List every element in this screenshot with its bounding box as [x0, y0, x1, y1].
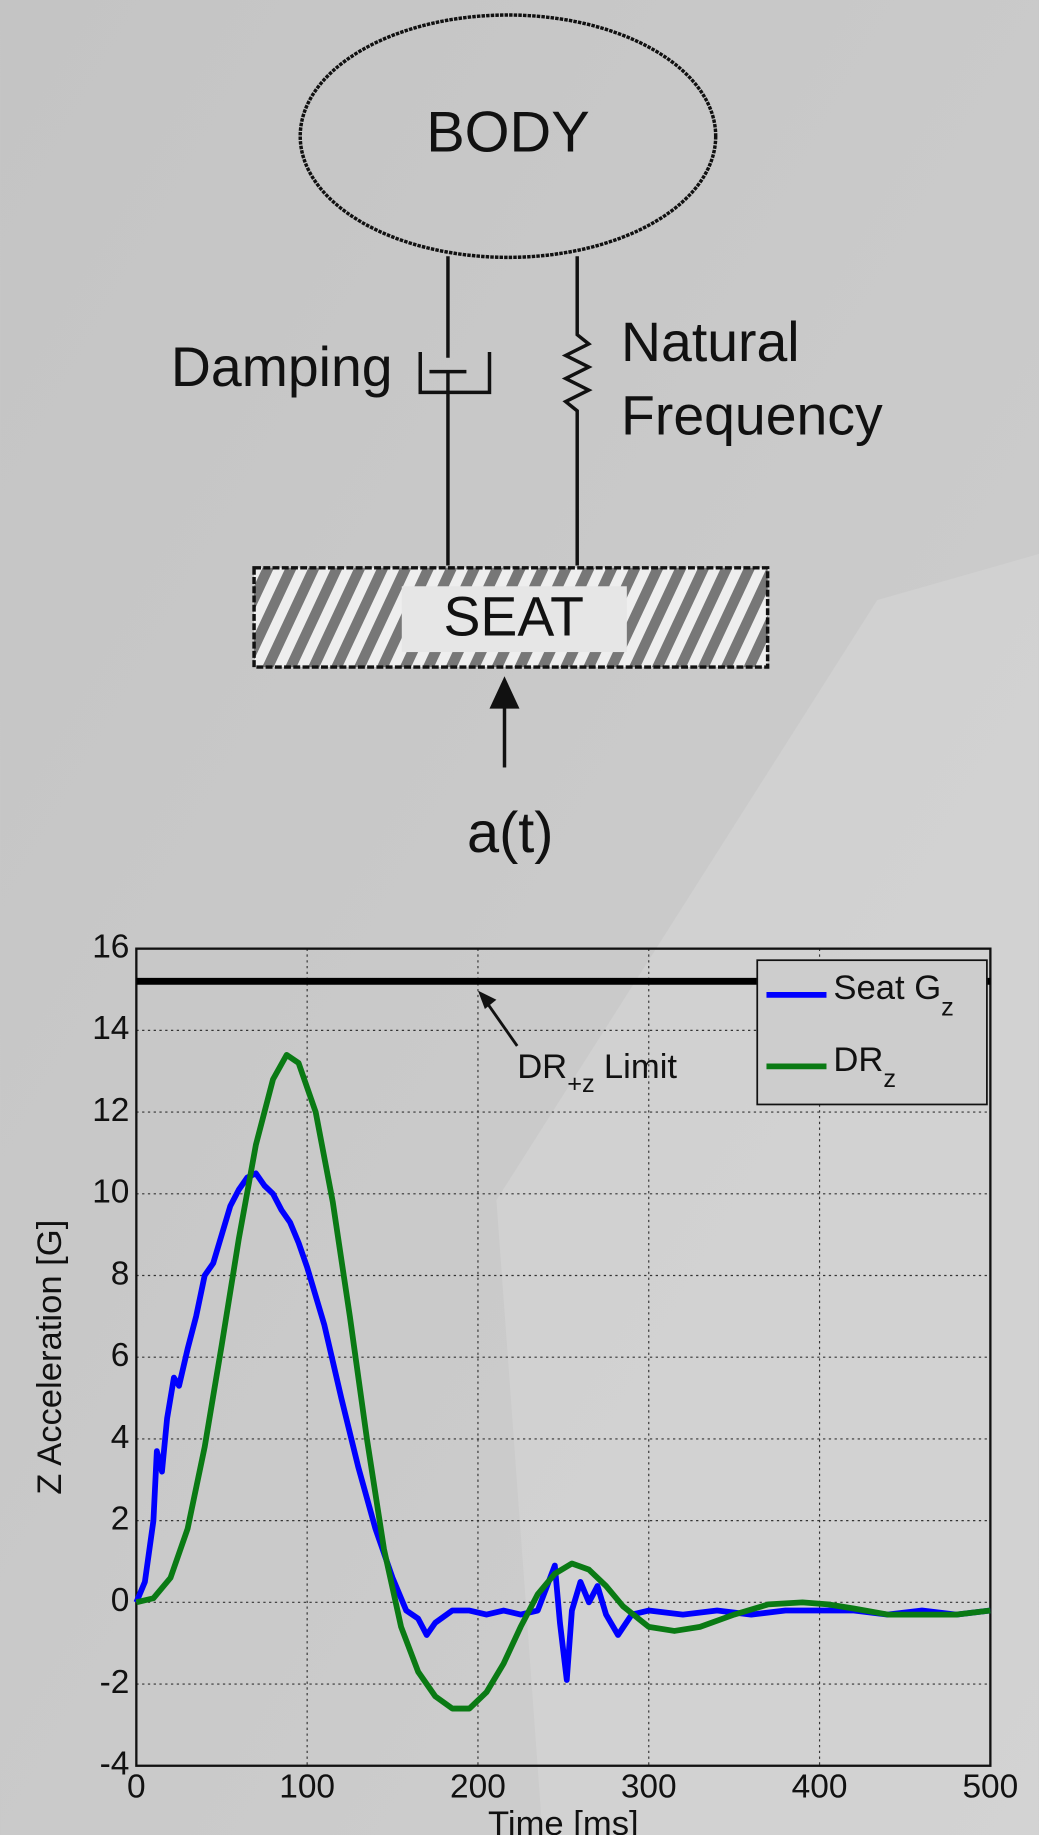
frequency-label: Frequency	[621, 385, 883, 447]
y-tick-label: 10	[92, 1174, 129, 1211]
x-tick-label: 100	[279, 1769, 335, 1806]
input-label: a(t)	[467, 801, 554, 865]
natural-label: Natural	[621, 311, 800, 373]
y-tick-label: 6	[111, 1337, 130, 1374]
x-tick-label: 300	[621, 1769, 677, 1806]
annotation-part: z	[941, 993, 954, 1021]
x-tick-label: 0	[127, 1769, 146, 1806]
y-tick-label: 4	[111, 1419, 130, 1456]
figure: BODY Damping Natural Frequency SEAT a(t)…	[0, 0, 1039, 1835]
y-tick-label: 14	[92, 1010, 129, 1047]
y-tick-label: 12	[92, 1092, 129, 1129]
annotation-part: Limit	[604, 1048, 677, 1086]
page: {"diagram": {"body": "BODY", "damping": …	[0, 0, 1039, 1835]
annotation-part: +z	[567, 1070, 595, 1098]
annotation-part: Seat G	[833, 969, 941, 1007]
y-axis-label: Z Acceleration [G]	[31, 1220, 69, 1495]
seat-label: SEAT	[443, 586, 584, 648]
x-tick-label: 500	[962, 1769, 1018, 1806]
y-tick-label: 2	[111, 1500, 130, 1537]
annotation-part: z	[883, 1065, 896, 1093]
x-tick-label: 200	[450, 1769, 506, 1806]
annotation-part: DR	[833, 1041, 883, 1079]
x-axis-label: Time [ms]	[488, 1805, 639, 1835]
y-tick-label: 16	[92, 929, 129, 966]
y-tick-label: 8	[111, 1255, 130, 1292]
body-label: BODY	[426, 100, 590, 164]
y-tick-label: 0	[111, 1582, 130, 1619]
x-tick-label: 400	[792, 1769, 848, 1806]
annotation-part: DR	[517, 1048, 567, 1086]
y-tick-label: -2	[100, 1664, 130, 1701]
damping-label: Damping	[171, 336, 393, 398]
y-tick-label: -4	[100, 1746, 130, 1783]
